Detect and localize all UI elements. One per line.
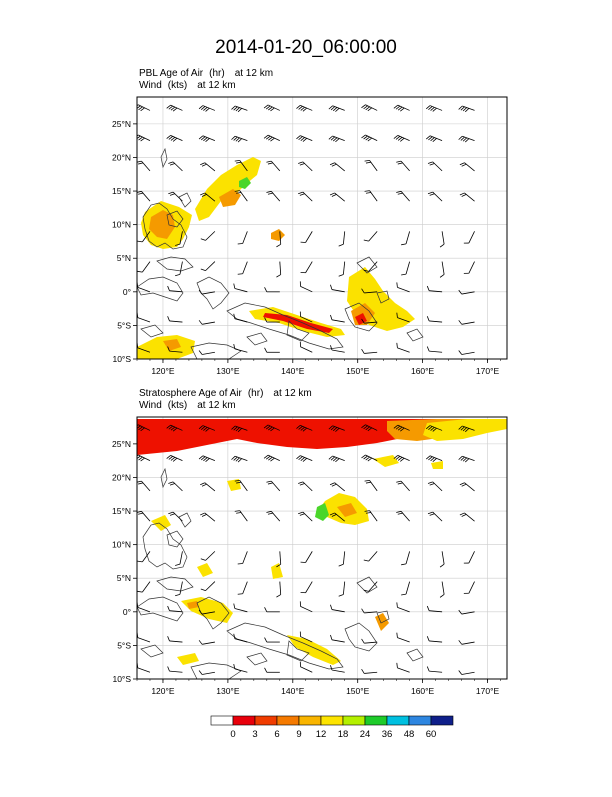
lon-tick-label: 150°E (346, 686, 370, 696)
colorbar-swatch (255, 716, 277, 725)
colorbar-label: 60 (426, 729, 437, 740)
lon-tick-label: 140°E (281, 686, 305, 696)
lat-tick-label: 25°N (112, 119, 131, 129)
colorbar-swatch (299, 716, 321, 725)
lat-tick-label: 15°N (112, 186, 131, 196)
colorbar-label: 48 (404, 729, 415, 740)
lat-tick-label: 5°N (117, 253, 131, 263)
colorbar-label: 9 (296, 729, 301, 740)
colorbar-swatch (343, 716, 365, 725)
lat-tick-label: 25°N (112, 439, 131, 449)
colorbar-label: 0 (230, 729, 235, 740)
lon-tick-label: 160°E (411, 686, 435, 696)
lat-tick-label: 10°N (112, 220, 131, 230)
lat-tick-label: 20°N (112, 152, 131, 162)
colorbar-label: 18 (338, 729, 349, 740)
lat-tick-label: 0° (123, 287, 131, 297)
lon-tick-label: 170°E (476, 366, 500, 376)
lon-tick-label: 120°E (151, 366, 175, 376)
colorbar-swatch (321, 716, 343, 725)
lat-tick-label: 5°S (117, 640, 131, 650)
page-title: 2014-01-20_06:00:00 (215, 37, 397, 58)
lat-tick-label: 20°N (112, 472, 131, 482)
colorbar-swatch (409, 716, 431, 725)
colorbar-label: 6 (274, 729, 279, 740)
lon-tick-label: 140°E (281, 366, 305, 376)
pbl-wind-label: Wind(kts)at 12 km (139, 80, 236, 91)
pbl-field-label: PBL Age of Air(hr)at 12 km (139, 68, 273, 79)
colorbar-swatch (431, 716, 453, 725)
lon-tick-label: 120°E (151, 686, 175, 696)
lon-tick-label: 130°E (216, 686, 240, 696)
colorbar-label: 24 (360, 729, 371, 740)
lon-tick-label: 130°E (216, 366, 240, 376)
colorbar-label: 12 (316, 729, 327, 740)
colorbar-swatch (211, 716, 233, 725)
lat-tick-label: 15°N (112, 506, 131, 516)
colorbar-swatch (365, 716, 387, 725)
panel-pbl: PBL Age of Air(hr)at 12 km Wind(kts)at 1… (112, 68, 507, 376)
lat-tick-label: 10°S (112, 674, 131, 684)
lon-tick-label: 170°E (476, 686, 500, 696)
colorbar-swatch (233, 716, 255, 725)
colorbar-label: 3 (252, 729, 257, 740)
colorbar-swatch (277, 716, 299, 725)
colorbar-swatch (387, 716, 409, 725)
lat-tick-label: 5°S (117, 320, 131, 330)
colorbar-label: 36 (382, 729, 393, 740)
strat-wind-label: Wind(kts)at 12 km (139, 400, 236, 411)
lat-tick-label: 5°N (117, 573, 131, 583)
lon-tick-label: 160°E (411, 366, 435, 376)
lat-tick-label: 10°N (112, 540, 131, 550)
panel-stratosphere: Stratosphere Age of Air(hr)at 12 km Wind… (112, 388, 507, 696)
lon-tick-label: 150°E (346, 366, 370, 376)
lat-tick-label: 0° (123, 607, 131, 617)
strat-field-label: Stratosphere Age of Air(hr)at 12 km (139, 388, 312, 399)
lat-tick-label: 10°S (112, 354, 131, 364)
